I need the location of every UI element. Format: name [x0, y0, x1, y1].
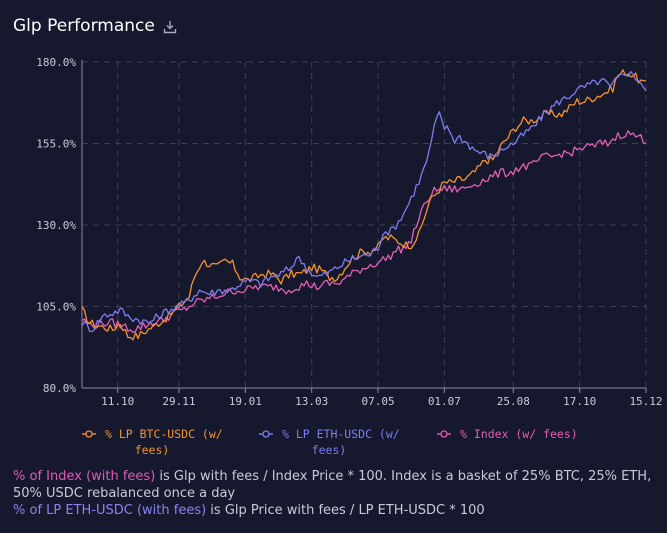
index-note-text: is Glp with fees / Index Price * 100. In… — [13, 469, 652, 501]
y-tick-label: 105.0% — [36, 301, 76, 314]
series-line — [81, 69, 647, 341]
legend-swatch-dot — [440, 430, 448, 438]
performance-chart: 80.0% 105.0% 130.0% 155.0% 180.0% 11.10 29.11 1… — [36, 56, 662, 457]
legend-label: % LP ETH-USDC (w/ — [282, 427, 400, 441]
eth-note-highlight: % of LP ETH-USDC (with fees) — [13, 503, 207, 518]
eth-note: % of LP ETH-USDC (with fees) is Glp Pric… — [13, 502, 653, 519]
x-tick-label: 11.10 — [101, 395, 134, 408]
x-tick-label: 07.05 — [361, 395, 394, 408]
legend-item-index[interactable]: % Index (w/ fees) — [437, 427, 578, 441]
chart-notes: % of Index (with fees) is Glp with fees … — [13, 468, 653, 519]
index-note: % of Index (with fees) is Glp with fees … — [13, 468, 653, 502]
chart-title: Glp Performance — [13, 16, 155, 36]
grid — [82, 61, 647, 388]
x-tick-label: 19.01 — [229, 395, 262, 408]
x-tick-label: 29.11 — [162, 395, 195, 408]
legend-label-wrap: fees) — [312, 443, 347, 457]
legend-item-eth[interactable]: % LP ETH-USDC (w/fees) — [259, 427, 400, 457]
eth-note-text: is Glp Price with fees / LP ETH-USDC * 1… — [206, 503, 485, 518]
y-tick-label: 130.0% — [36, 219, 76, 232]
x-tick-label: 15.12 — [629, 395, 662, 408]
x-tick-label: 17.10 — [563, 395, 596, 408]
legend-swatch-dot — [262, 430, 270, 438]
legend-label: % LP BTC-USDC (w/ — [105, 427, 223, 441]
legend-swatch-dot — [85, 430, 93, 438]
y-tick-label: 180.0% — [36, 56, 76, 69]
y-tick-label: 80.0% — [43, 382, 76, 395]
x-tick-label: 01.07 — [428, 395, 461, 408]
legend-label-wrap: fees) — [135, 443, 170, 457]
series-line — [81, 70, 647, 333]
legend[interactable]: % LP BTC-USDC (w/fees)% LP ETH-USDC (w/f… — [82, 427, 578, 457]
legend-item-btc[interactable]: % LP BTC-USDC (w/fees) — [82, 427, 223, 457]
x-tick-label: 13.03 — [295, 395, 328, 408]
x-tick-label: 25.08 — [497, 395, 530, 408]
y-tick-label: 155.0% — [36, 138, 76, 151]
title-row: Glp Performance — [13, 14, 177, 38]
series-line — [81, 130, 647, 334]
legend-label: % Index (w/ fees) — [460, 427, 578, 441]
index-note-highlight: % of Index (with fees) — [13, 469, 156, 484]
download-icon[interactable] — [163, 20, 177, 34]
series — [81, 69, 647, 341]
axes: 80.0% 105.0% 130.0% 155.0% 180.0% 11.10 29.11 1… — [36, 56, 662, 408]
